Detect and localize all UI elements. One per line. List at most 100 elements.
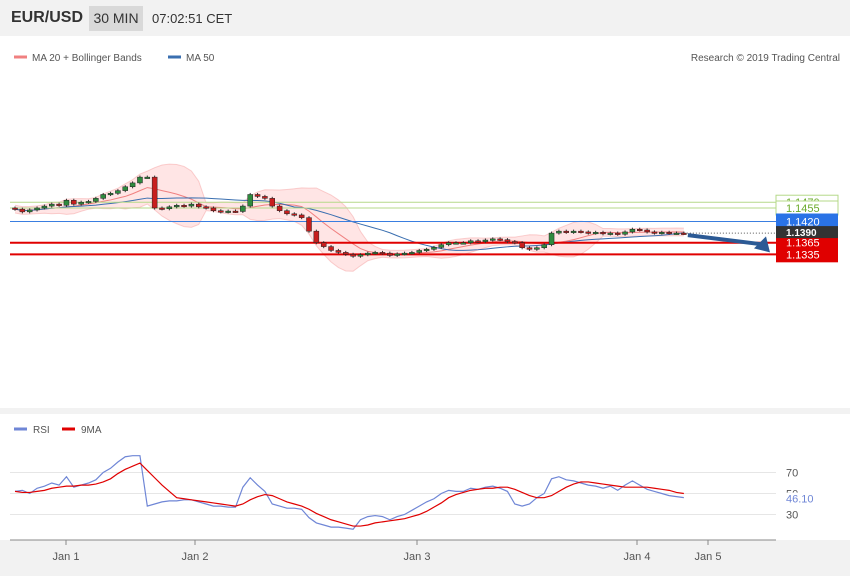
- bollinger-lower: [14, 203, 684, 272]
- candle-body: [232, 210, 239, 213]
- candle-body: [570, 230, 577, 233]
- candle-body: [592, 232, 599, 235]
- candle-body: [247, 194, 253, 207]
- level-box-1-1335: [776, 246, 838, 263]
- candle-body: [320, 242, 327, 247]
- candle-body: [578, 230, 584, 233]
- candle-body: [600, 232, 606, 235]
- candle-body: [460, 242, 467, 245]
- candle-body: [291, 213, 298, 216]
- forecast-arrow-line: [687, 233, 763, 247]
- candle-body: [41, 205, 48, 209]
- candle-body: [497, 238, 503, 241]
- candle-body: [453, 242, 459, 245]
- candle-body: [335, 250, 342, 253]
- candle-body: [534, 247, 540, 250]
- candle-body: [71, 200, 77, 205]
- candle-body: [445, 242, 452, 245]
- candle-body: [93, 198, 99, 202]
- candle-body: [372, 252, 378, 255]
- candle-body: [56, 203, 62, 206]
- candle-body: [504, 239, 511, 242]
- candle-body: [188, 203, 195, 207]
- x-tick-label: Jan 4: [624, 551, 651, 563]
- x-tick-label: Jan 2: [182, 551, 209, 563]
- candle-body: [240, 205, 246, 212]
- level-label-1-1420: 1.1420: [786, 217, 820, 229]
- candles-group: [12, 175, 687, 258]
- candle-body: [12, 207, 18, 210]
- candle-body: [401, 252, 408, 255]
- candle-body: [585, 231, 592, 234]
- candle-body: [181, 205, 187, 208]
- candle-body: [210, 207, 217, 211]
- candle-body: [107, 193, 114, 196]
- bollinger-band: [15, 164, 684, 272]
- candle-body: [284, 210, 290, 215]
- candle-body: [225, 210, 231, 213]
- ma20-line: [14, 187, 684, 255]
- ma9-legend-label: 9MA: [81, 425, 102, 436]
- candle-body: [85, 201, 92, 204]
- candle-body: [100, 194, 106, 199]
- candle-body: [159, 207, 165, 210]
- candle-body: [276, 205, 283, 211]
- candle-body: [394, 253, 400, 256]
- candle-body: [144, 176, 151, 179]
- candle-body: [306, 217, 312, 232]
- level-label-1-1335: 1.1335: [786, 249, 820, 261]
- candle-body: [629, 228, 636, 233]
- x-tick-label: Jan 1: [53, 551, 80, 563]
- candle-body: [262, 196, 268, 199]
- candle-body: [357, 254, 364, 257]
- candle-body: [651, 231, 658, 234]
- copyright-label: Research © 2019 Trading Central: [691, 53, 840, 64]
- candle-body: [196, 203, 202, 208]
- rsi-value-box: [776, 492, 826, 505]
- candle-body: [416, 250, 422, 253]
- candle-body: [166, 206, 173, 210]
- timeframe-badge[interactable]: 30 MIN: [89, 6, 143, 31]
- candle-body: [409, 252, 415, 255]
- candle-body: [614, 232, 621, 235]
- rsi-series-9ma: [14, 462, 684, 527]
- candle-body: [659, 232, 665, 235]
- candle-body: [681, 232, 687, 235]
- candle-body: [173, 205, 180, 208]
- candle-body: [203, 206, 209, 209]
- rsi-series-rsi: [14, 455, 684, 530]
- x-tick-label: Jan 5: [695, 551, 722, 563]
- candle-body: [343, 252, 349, 255]
- level-label-1-1455: 1.1455: [786, 203, 820, 215]
- candle-body: [548, 232, 555, 245]
- candle-body: [673, 232, 680, 235]
- candle-body: [666, 232, 672, 235]
- candle-body: [541, 244, 547, 249]
- ma20-legend-label: MA 20 + Bollinger Bands: [32, 53, 142, 64]
- x-tick-label: Jan 3: [404, 551, 431, 563]
- current-price-box: [776, 226, 838, 239]
- rsi-tick-70: 70: [786, 468, 798, 480]
- candle-body: [637, 228, 643, 231]
- time-label: 07:02:51 CET: [152, 11, 233, 26]
- candle-body: [115, 190, 121, 194]
- current-price-label: 1.1390: [786, 228, 817, 239]
- candle-body: [26, 209, 33, 213]
- candle-body: [34, 207, 40, 211]
- candle-body: [644, 229, 650, 233]
- rsi-value-label: 46.10: [786, 494, 814, 506]
- ma50-legend-label: MA 50: [186, 53, 215, 64]
- candle-body: [137, 176, 143, 184]
- candle-body: [328, 246, 334, 251]
- candle-body: [556, 230, 562, 234]
- symbol-label: EUR/USD: [11, 9, 84, 26]
- candle-body: [298, 214, 305, 218]
- candle-body: [379, 252, 386, 255]
- bollinger-upper: [14, 163, 684, 251]
- candle-body: [519, 242, 525, 249]
- candle-body: [512, 241, 518, 244]
- rsi-legend-label: RSI: [33, 425, 50, 436]
- chart-header: EUR/USD 30 MIN 07:02:51 CET: [0, 0, 850, 36]
- candle-body: [269, 198, 275, 207]
